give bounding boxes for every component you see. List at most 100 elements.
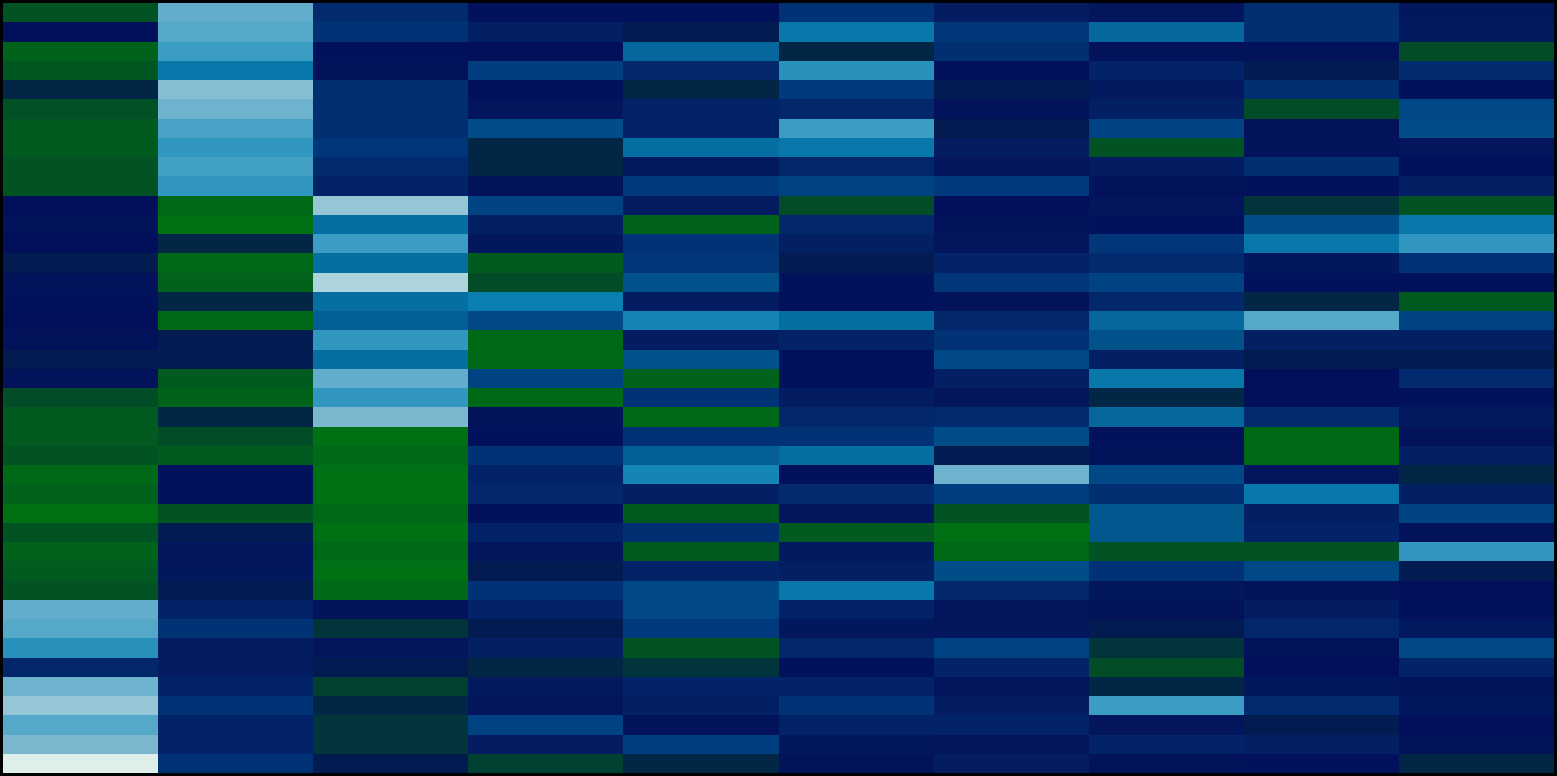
heatmap-cell-r18-c3 bbox=[468, 350, 623, 369]
heatmap-cell-r16-c5 bbox=[779, 311, 934, 330]
heatmap-cell-r23-c2 bbox=[313, 446, 468, 465]
heatmap-cell-r37-c3 bbox=[468, 715, 623, 735]
heatmap-cell-r27-c3 bbox=[468, 523, 623, 542]
heatmap-cell-r19-c5 bbox=[779, 369, 934, 388]
heatmap-cell-r22-c1 bbox=[158, 427, 313, 446]
heatmap-cell-r19-c7 bbox=[1089, 369, 1244, 388]
heatmap-cell-r2-c4 bbox=[623, 42, 779, 61]
heatmap-cell-r26-c1 bbox=[158, 504, 313, 523]
heatmap-cell-r26-c0 bbox=[3, 504, 158, 523]
heatmap-cell-r5-c7 bbox=[1089, 99, 1244, 119]
heatmap-cell-r18-c8 bbox=[1244, 350, 1399, 369]
heatmap-cell-r13-c3 bbox=[468, 253, 623, 273]
heatmap-cell-r3-c6 bbox=[934, 61, 1089, 80]
heatmap-cell-r33-c8 bbox=[1244, 638, 1399, 658]
heatmap-cell-r37-c2 bbox=[313, 715, 468, 735]
heatmap-cell-r33-c1 bbox=[158, 638, 313, 658]
heatmap-cell-r35-c7 bbox=[1089, 677, 1244, 696]
heatmap-cell-r20-c8 bbox=[1244, 388, 1399, 407]
heatmap-cell-r37-c5 bbox=[779, 715, 934, 735]
heatmap-cell-r17-c5 bbox=[779, 330, 934, 350]
heatmap-cell-r18-c9 bbox=[1399, 350, 1554, 369]
heatmap-cell-r11-c5 bbox=[779, 215, 934, 234]
heatmap-cell-r18-c2 bbox=[313, 350, 468, 369]
heatmap-cell-r39-c4 bbox=[623, 754, 779, 773]
heatmap-cell-r33-c9 bbox=[1399, 638, 1554, 658]
heatmap-cell-r24-c2 bbox=[313, 465, 468, 484]
heatmap-cell-r1-c4 bbox=[623, 22, 779, 42]
heatmap-cell-r35-c3 bbox=[468, 677, 623, 696]
heatmap-cell-r38-c5 bbox=[779, 735, 934, 754]
heatmap-cell-r35-c9 bbox=[1399, 677, 1554, 696]
heatmap-cell-r38-c2 bbox=[313, 735, 468, 754]
heatmap-cell-r3-c2 bbox=[313, 61, 468, 80]
heatmap-cell-r27-c8 bbox=[1244, 523, 1399, 542]
heatmap-cell-r36-c7 bbox=[1089, 696, 1244, 715]
heatmap-cell-r32-c4 bbox=[623, 619, 779, 638]
heatmap-cell-r34-c8 bbox=[1244, 658, 1399, 677]
heatmap-cell-r39-c3 bbox=[468, 754, 623, 773]
heatmap-cell-r26-c3 bbox=[468, 504, 623, 523]
heatmap-cell-r37-c6 bbox=[934, 715, 1089, 735]
heatmap-cell-r9-c5 bbox=[779, 176, 934, 196]
heatmap-cell-r23-c9 bbox=[1399, 446, 1554, 465]
heatmap-cell-r35-c4 bbox=[623, 677, 779, 696]
heatmap-cell-r28-c3 bbox=[468, 542, 623, 561]
heatmap-cell-r1-c1 bbox=[158, 22, 313, 42]
heatmap-cell-r22-c4 bbox=[623, 427, 779, 446]
heatmap-cell-r25-c8 bbox=[1244, 484, 1399, 504]
heatmap-cell-r8-c8 bbox=[1244, 157, 1399, 176]
heatmap-cell-r0-c6 bbox=[934, 3, 1089, 22]
heatmap-cell-r31-c8 bbox=[1244, 600, 1399, 619]
heatmap-cell-r6-c2 bbox=[313, 119, 468, 138]
heatmap-cell-r30-c9 bbox=[1399, 581, 1554, 600]
heatmap-cell-r10-c4 bbox=[623, 196, 779, 215]
heatmap-cell-r12-c3 bbox=[468, 234, 623, 253]
heatmap-cell-r16-c4 bbox=[623, 311, 779, 330]
heatmap-cell-r11-c1 bbox=[158, 215, 313, 234]
heatmap-cell-r16-c8 bbox=[1244, 311, 1399, 330]
heatmap-cell-r21-c5 bbox=[779, 407, 934, 427]
heatmap-cell-r9-c8 bbox=[1244, 176, 1399, 196]
heatmap-cell-r28-c6 bbox=[934, 542, 1089, 561]
heatmap-cell-r25-c6 bbox=[934, 484, 1089, 504]
heatmap-cell-r37-c4 bbox=[623, 715, 779, 735]
heatmap-cell-r10-c0 bbox=[3, 196, 158, 215]
heatmap-cell-r16-c6 bbox=[934, 311, 1089, 330]
heatmap-cell-r17-c2 bbox=[313, 330, 468, 350]
heatmap-cell-r9-c0 bbox=[3, 176, 158, 196]
heatmap-cell-r26-c8 bbox=[1244, 504, 1399, 523]
heatmap-cell-r25-c1 bbox=[158, 484, 313, 504]
heatmap-cell-r27-c6 bbox=[934, 523, 1089, 542]
heatmap-cell-r31-c7 bbox=[1089, 600, 1244, 619]
heatmap-cell-r38-c6 bbox=[934, 735, 1089, 754]
heatmap-cell-r17-c1 bbox=[158, 330, 313, 350]
heatmap-cell-r29-c2 bbox=[313, 561, 468, 581]
heatmap-cell-r30-c7 bbox=[1089, 581, 1244, 600]
heatmap-cell-r20-c9 bbox=[1399, 388, 1554, 407]
heatmap-cell-r33-c5 bbox=[779, 638, 934, 658]
heatmap-cell-r6-c9 bbox=[1399, 119, 1554, 138]
heatmap-cell-r37-c1 bbox=[158, 715, 313, 735]
heatmap-cell-r30-c5 bbox=[779, 581, 934, 600]
heatmap-cell-r36-c8 bbox=[1244, 696, 1399, 715]
heatmap-cell-r6-c4 bbox=[623, 119, 779, 138]
heatmap-cell-r36-c0 bbox=[3, 696, 158, 715]
heatmap-cell-r4-c7 bbox=[1089, 80, 1244, 99]
heatmap-cell-r3-c0 bbox=[3, 61, 158, 80]
heatmap-cell-r28-c4 bbox=[623, 542, 779, 561]
heatmap-cell-r21-c2 bbox=[313, 407, 468, 427]
heatmap-cell-r12-c9 bbox=[1399, 234, 1554, 253]
heatmap-cell-r10-c6 bbox=[934, 196, 1089, 215]
heatmap-cell-r39-c0 bbox=[3, 754, 158, 773]
heatmap-cell-r38-c1 bbox=[158, 735, 313, 754]
heatmap-cell-r16-c0 bbox=[3, 311, 158, 330]
heatmap-cell-r5-c8 bbox=[1244, 99, 1399, 119]
heatmap-cell-r18-c5 bbox=[779, 350, 934, 369]
heatmap-cell-r31-c2 bbox=[313, 600, 468, 619]
heatmap-cell-r22-c9 bbox=[1399, 427, 1554, 446]
heatmap-cell-r22-c5 bbox=[779, 427, 934, 446]
heatmap-cell-r29-c7 bbox=[1089, 561, 1244, 581]
heatmap-cell-r5-c2 bbox=[313, 99, 468, 119]
